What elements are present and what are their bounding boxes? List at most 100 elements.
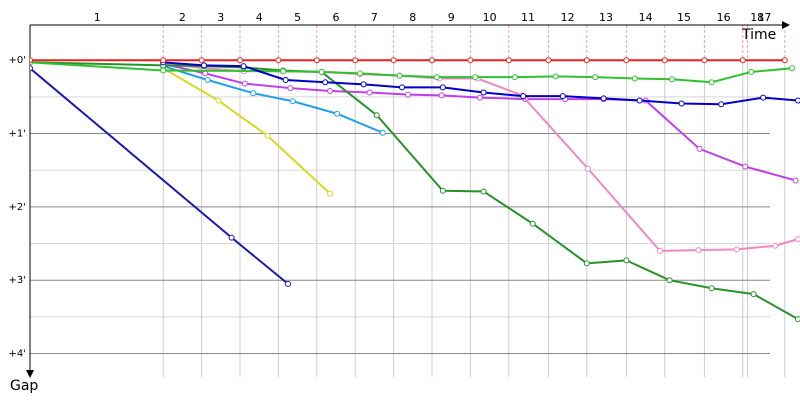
point <box>280 68 287 75</box>
x-tick-label: 4 <box>256 11 263 24</box>
point <box>792 177 799 184</box>
point <box>467 57 474 64</box>
point <box>366 89 373 96</box>
point <box>357 70 363 77</box>
point <box>160 67 167 74</box>
y-axis-label: Gap <box>10 378 38 394</box>
x-axis-arrow <box>782 21 790 29</box>
series-line <box>162 65 384 134</box>
point <box>631 75 638 82</box>
point <box>718 101 725 108</box>
point <box>545 57 552 64</box>
point <box>623 57 630 64</box>
point <box>334 110 341 117</box>
x-tick-label: 7 <box>371 11 378 24</box>
x-tick-label: 10 <box>483 11 497 24</box>
point <box>636 97 643 104</box>
point <box>592 74 599 81</box>
point <box>678 100 685 107</box>
x-tick-label: 8 <box>409 11 416 24</box>
point <box>282 77 289 83</box>
y-tick-label: +0' <box>9 55 27 66</box>
point <box>30 65 33 72</box>
y-tick-label: +1' <box>9 129 27 140</box>
point <box>287 85 294 92</box>
y-tick-label: +3' <box>9 275 27 286</box>
point <box>748 68 755 75</box>
point <box>228 234 235 241</box>
point <box>285 280 291 287</box>
point <box>585 165 591 172</box>
x-tick-label: 18 <box>750 11 764 24</box>
point <box>552 73 559 80</box>
point <box>240 63 247 70</box>
x-tick-label: 2 <box>179 11 186 24</box>
series-line <box>162 62 796 182</box>
point <box>750 291 757 298</box>
point <box>438 92 445 99</box>
series-line <box>30 61 793 84</box>
point <box>322 79 329 86</box>
point <box>327 190 333 197</box>
point <box>439 84 446 91</box>
point <box>313 57 320 64</box>
point <box>250 90 257 97</box>
point <box>439 187 446 194</box>
point <box>583 57 590 64</box>
point <box>327 88 333 94</box>
point <box>795 316 800 323</box>
point <box>520 93 527 100</box>
series-line <box>30 67 289 285</box>
point <box>275 57 282 64</box>
x-tick-label: 15 <box>677 11 691 24</box>
point <box>772 242 779 249</box>
point <box>559 93 566 100</box>
series-line <box>30 61 799 320</box>
point <box>160 57 167 64</box>
point <box>733 246 740 253</box>
point <box>695 247 702 254</box>
point <box>795 97 800 104</box>
point <box>399 84 405 91</box>
point <box>373 112 380 119</box>
x-axis-label: Time <box>741 27 776 43</box>
x-tick-label: 11 <box>521 11 535 24</box>
point <box>204 77 211 83</box>
point <box>666 277 673 284</box>
point <box>661 57 668 64</box>
point <box>789 65 795 72</box>
point <box>289 98 296 105</box>
point <box>760 94 767 101</box>
y-tick-label: +4' <box>9 349 27 360</box>
point <box>795 236 800 243</box>
point <box>701 57 708 64</box>
point <box>318 68 325 75</box>
point <box>477 94 483 101</box>
point <box>472 74 479 81</box>
point <box>198 57 205 64</box>
point <box>739 57 746 64</box>
point <box>352 57 359 64</box>
series-line <box>162 67 331 195</box>
x-tick-label: 14 <box>639 11 653 24</box>
point <box>669 76 675 83</box>
x-tick-label: 12 <box>561 11 575 24</box>
x-tick-label: 1 <box>94 11 101 24</box>
point <box>396 72 403 79</box>
point <box>241 80 248 87</box>
point <box>583 260 590 267</box>
point <box>696 145 703 152</box>
plot-area <box>30 57 800 323</box>
point <box>379 129 386 136</box>
point <box>480 89 487 96</box>
point <box>215 97 222 104</box>
point <box>529 220 536 227</box>
x-tick-label: 6 <box>333 11 340 24</box>
point <box>505 57 512 64</box>
point <box>433 74 440 81</box>
point <box>708 285 715 292</box>
point <box>742 163 749 170</box>
y-axis-arrow <box>26 370 34 378</box>
x-tick-label: 9 <box>448 11 455 24</box>
